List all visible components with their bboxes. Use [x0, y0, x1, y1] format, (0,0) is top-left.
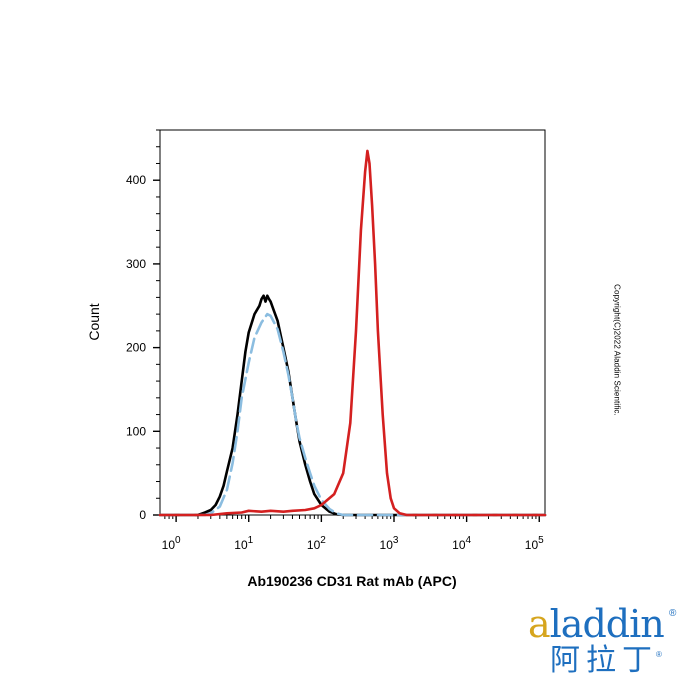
series-line-1 [158, 294, 547, 517]
x-tick-label: 100 [162, 535, 181, 552]
x-tick-label: 102 [307, 535, 326, 552]
x-axis-title: Ab190236 CD31 Rat mAb (APC) [247, 573, 456, 589]
logo-registered-mark-cjk: ® [656, 650, 662, 659]
y-tick-label: 400 [126, 173, 146, 187]
y-tick-label: 100 [126, 424, 146, 438]
y-major-ticks [153, 179, 160, 516]
logo-latin-text: aladdin [528, 602, 665, 646]
x-tick-label: 101 [234, 535, 253, 552]
plot-frame [159, 129, 546, 516]
aladdin-logo: aladdin ® 阿拉丁 ® [528, 604, 678, 684]
copyright-watermark: Copyright(C)2022 Aladdin Scientific. [612, 284, 622, 416]
x-tick-label: 105 [525, 535, 544, 552]
series-line-3 [158, 149, 547, 517]
logo-letter-a: a [528, 602, 551, 646]
x-tick-labels: 100 101 102 103 104 105 [162, 535, 544, 552]
series-layer [158, 149, 547, 517]
y-tick-labels: 0 100 200 300 400 [126, 173, 146, 522]
y-tick-label: 0 [139, 508, 146, 522]
logo-registered-mark: ® [669, 608, 677, 619]
logo-cjk-text: 阿拉丁 [550, 643, 658, 678]
y-axis-title: Count [86, 303, 102, 340]
y-minor-ticks [156, 129, 160, 499]
y-tick-label: 200 [126, 341, 146, 355]
x-tick-label: 104 [452, 535, 471, 552]
series-line-2 [158, 312, 547, 517]
x-tick-label: 103 [380, 535, 399, 552]
logo-letters-rest: laddin [549, 602, 665, 646]
y-tick-label: 300 [126, 257, 146, 271]
